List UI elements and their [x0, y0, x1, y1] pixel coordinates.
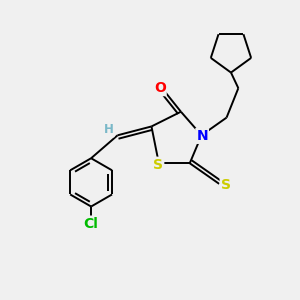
Text: Cl: Cl: [84, 217, 98, 231]
Text: S: S: [221, 178, 231, 192]
Text: S: S: [153, 158, 163, 172]
Text: N: N: [196, 129, 208, 143]
Text: O: O: [154, 81, 166, 95]
Text: H: H: [104, 124, 114, 136]
